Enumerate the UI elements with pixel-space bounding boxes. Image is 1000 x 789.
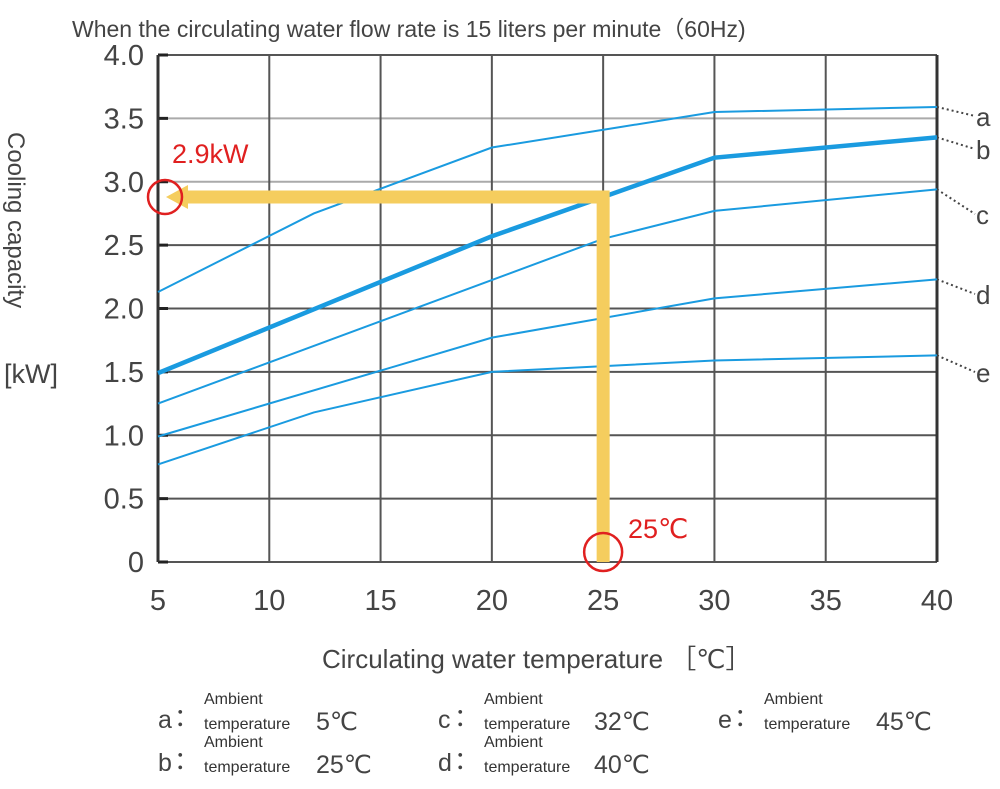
annotation: 2.9kW 25℃ (146, 139, 688, 573)
legend-key: a (158, 706, 172, 734)
series-labels: ab c d e (936, 102, 991, 388)
legend-line2: temperature (204, 716, 290, 733)
legend-separator: ： (174, 704, 199, 732)
y-axis-unit: [kW] (4, 359, 58, 389)
legend-item-b: b ： Ambient temperature 25℃ (158, 734, 372, 779)
y-tick-label: 3.0 (104, 167, 144, 199)
x-marker-circle (582, 531, 624, 573)
series-leader-line (936, 354, 976, 373)
series-leader-line (936, 188, 976, 215)
legend-line1: Ambient (204, 734, 263, 751)
x-tick-label: 5 (150, 585, 166, 617)
legend-separator: ： (454, 704, 479, 732)
x-tick-label: 20 (476, 585, 508, 617)
y-tick-label: 2.0 (104, 294, 144, 326)
series-label-a: a (976, 102, 991, 132)
y-tick-label: 0.5 (104, 484, 144, 516)
y-annotation-label: 2.9kW (172, 139, 249, 169)
series-leader-line (936, 278, 976, 295)
y-tick-label: 0 (128, 547, 144, 579)
y-tick-label: 4.0 (104, 40, 144, 72)
y-tick-label: 1.5 (104, 357, 144, 389)
series-leader-line (936, 105, 976, 117)
legend-item-c: c ： Ambient temperature 32℃ (438, 691, 650, 736)
series-label-e: e (976, 358, 990, 388)
legend-item-e: e ： Ambient temperature 45℃ (718, 691, 932, 736)
legend-line1: Ambient (484, 734, 543, 751)
series-line-c (157, 188, 938, 405)
x-axis-label: Circulating water temperature ［℃］ (322, 644, 751, 674)
legend-line1: Ambient (204, 691, 263, 708)
legend-key: c (438, 706, 451, 734)
legend-value: 32℃ (594, 708, 650, 736)
legend-item-d: d ： Ambient temperature 40℃ (438, 734, 650, 779)
legend-line2: temperature (204, 759, 290, 776)
legend-line2: temperature (484, 759, 570, 776)
legend-item-a: a ： Ambient temperature 5℃ (158, 691, 358, 736)
legend-key: e (718, 706, 732, 734)
grid (156, 53, 939, 564)
legend-line2: temperature (484, 716, 570, 733)
legend-value: 45℃ (876, 708, 932, 736)
legend-line1: Ambient (484, 691, 543, 708)
series-label-b: b (976, 135, 990, 165)
chart-title: When the circulating water flow rate is … (72, 16, 746, 42)
legend-value: 5℃ (316, 708, 358, 736)
y-marker-circle (146, 178, 184, 216)
series-label-c: c (976, 200, 989, 230)
x-annotation-label: 25℃ (628, 514, 688, 544)
series-leader-line (936, 136, 976, 150)
y-tick-label: 3.5 (104, 103, 144, 135)
legend-line1: Ambient (764, 691, 823, 708)
series-lines (157, 105, 938, 466)
legend-key: d (438, 749, 452, 777)
y-tick-labels: 0 0.5 1.0 1.5 2.0 2.5 3.0 3.5 4.0 (104, 40, 144, 579)
y-tick-label: 1.0 (104, 420, 144, 452)
series-line-a (157, 105, 938, 293)
legend-key: b (158, 749, 172, 777)
x-tick-label: 35 (810, 585, 842, 617)
guide-arrow-icon (166, 184, 188, 209)
legend-value: 40℃ (594, 751, 650, 779)
legend-separator: ： (734, 704, 759, 732)
x-tick-label: 40 (921, 585, 953, 617)
guide-line (180, 190, 610, 562)
x-tick-labels: 5 10 15 20 25 30 35 40 (150, 585, 953, 617)
x-tick-label: 30 (698, 585, 730, 617)
series-line-e (157, 354, 938, 466)
x-tick-label: 25 (587, 585, 619, 617)
series-label-d: d (976, 280, 990, 310)
x-tick-label: 15 (364, 585, 396, 617)
y-axis-label: Cooling capacity (2, 132, 29, 308)
legend-value: 25℃ (316, 751, 372, 779)
legend-separator: ： (174, 747, 199, 775)
legend-separator: ： (454, 747, 479, 775)
series-line-b (157, 135, 938, 376)
x-tick-label: 10 (253, 585, 285, 617)
legend-line2: temperature (764, 716, 850, 733)
y-tick-label: 2.5 (104, 230, 144, 262)
